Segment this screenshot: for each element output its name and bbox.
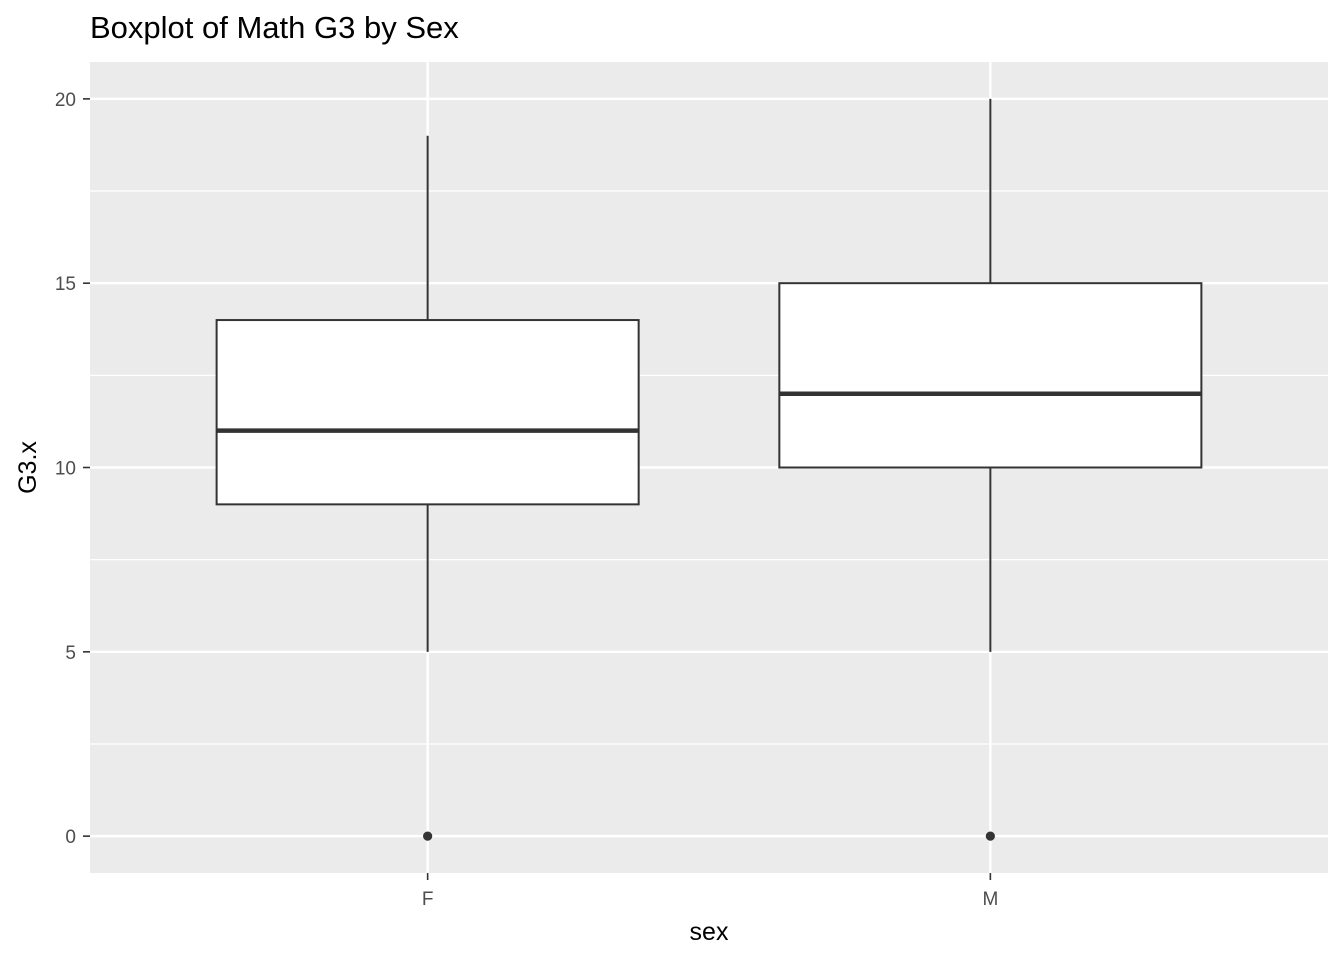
x-tick-label: F bbox=[422, 889, 434, 910]
y-tick-label: 5 bbox=[65, 643, 76, 664]
y-tick-label: 10 bbox=[55, 459, 76, 480]
outlier-point bbox=[423, 831, 433, 841]
y-tick-label: 0 bbox=[65, 827, 76, 848]
box-M bbox=[778, 98, 1203, 841]
y-tick-label: 20 bbox=[55, 90, 76, 111]
y-axis: 0 5 10 15 20 bbox=[55, 90, 90, 848]
chart-title: Boxplot of Math G3 by Sex bbox=[90, 10, 459, 45]
y-axis-title: G3.x bbox=[14, 441, 42, 494]
box-F bbox=[215, 135, 640, 841]
x-axis-title: sex bbox=[690, 918, 729, 946]
box-iqr bbox=[215, 319, 640, 506]
boxes-layer bbox=[215, 98, 1203, 841]
box-iqr bbox=[778, 282, 1203, 469]
y-tick-label: 15 bbox=[55, 274, 76, 295]
x-tick-label: M bbox=[982, 889, 998, 910]
outlier-point bbox=[985, 831, 995, 841]
